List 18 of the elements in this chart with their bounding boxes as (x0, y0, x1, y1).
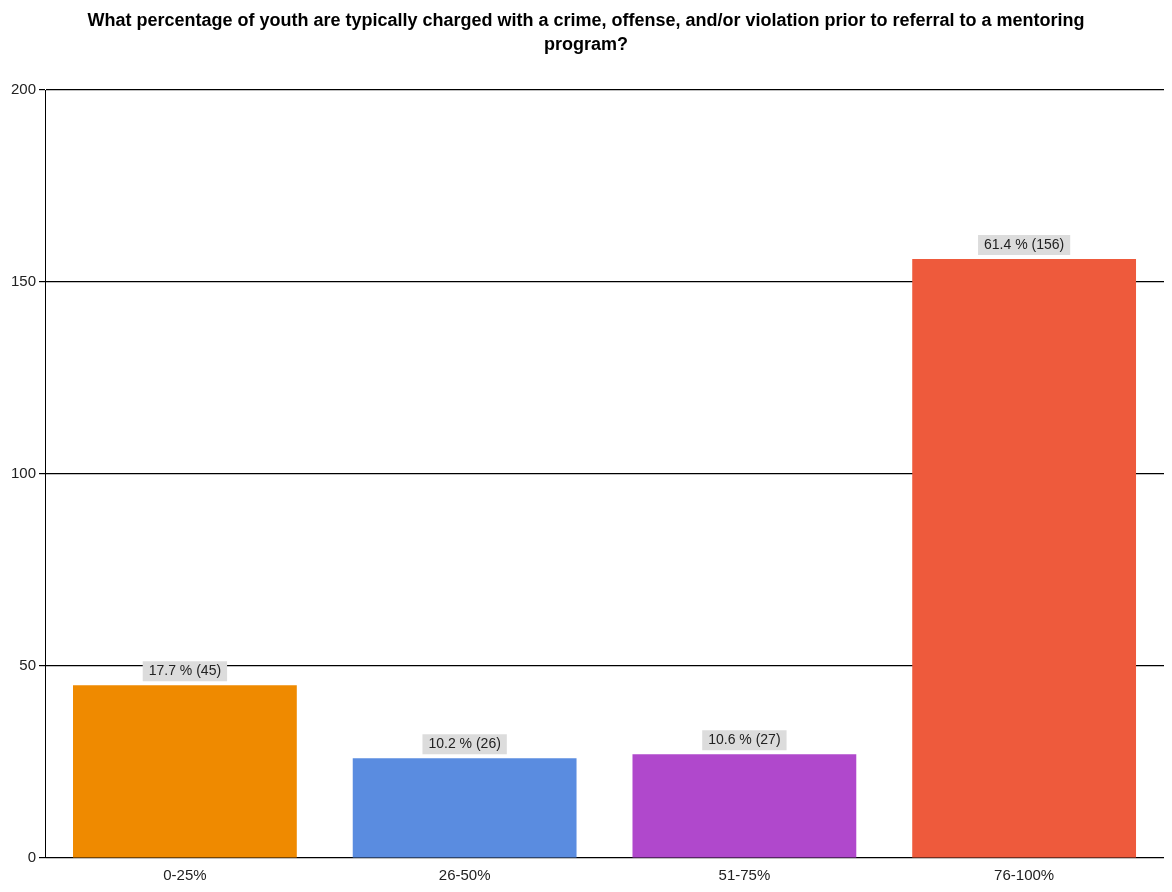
y-tick-label: 100 (11, 464, 37, 482)
data-label: 17.7 % (45) (148, 662, 222, 679)
y-tick-label: 50 (19, 656, 37, 674)
x-tick-label: 0-25% (163, 866, 207, 884)
chart-title: What percentage of youth are typically charged with a crime, offense, and/or violation prior to referral to a mentoring program? (86, 9, 1086, 56)
y-tick-label: 0 (27, 848, 37, 866)
y-tick-label: 200 (11, 80, 37, 98)
x-tick-label: 26-50% (438, 866, 491, 884)
bar (632, 754, 857, 858)
bar (912, 258, 1137, 858)
y-tick-label: 150 (11, 272, 37, 290)
bar (73, 685, 297, 858)
data-label: 10.2 % (26) (428, 735, 501, 752)
data-label: 10.6 % (27) (708, 731, 781, 748)
data-label: 61.4 % (156) (984, 235, 1065, 252)
x-tick-label: 76-100% (994, 866, 1055, 884)
bar (352, 758, 577, 858)
x-tick-label: 51-75% (718, 866, 771, 884)
